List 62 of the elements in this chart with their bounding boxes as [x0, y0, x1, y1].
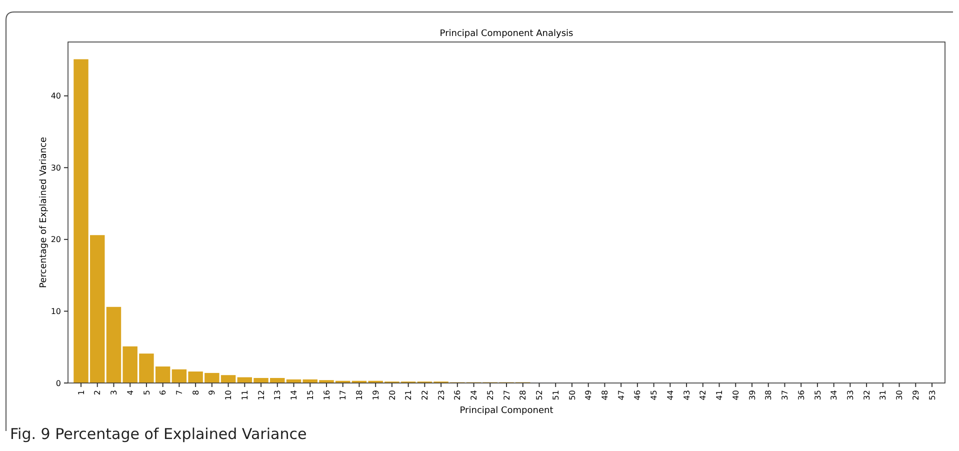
- x-tick-label: 32: [862, 390, 872, 400]
- x-axis-title: Principal Component: [460, 406, 554, 416]
- x-tick-label: 4: [126, 390, 135, 396]
- x-tick-label: 1: [76, 390, 86, 396]
- x-tick-label: 33: [846, 390, 855, 400]
- x-tick-label: 45: [650, 390, 659, 400]
- x-tick-label: 48: [600, 390, 610, 400]
- x-tick-label: 37: [780, 390, 790, 400]
- caption: Fig. 9 Percentage of Explained Variance: [10, 425, 307, 443]
- y-axis-title: Percentage of Explained Variance: [39, 136, 49, 288]
- x-tick-label: 2: [93, 390, 102, 396]
- y-tick-label: 20: [50, 235, 61, 244]
- x-tick-label: 40: [731, 390, 740, 400]
- x-tick-label: 25: [486, 390, 495, 400]
- x-tick-label: 19: [371, 390, 380, 400]
- x-tick-label: 28: [518, 390, 528, 400]
- y-tick-label: 30: [50, 163, 61, 172]
- x-tick-label: 51: [551, 390, 560, 400]
- x-tick-label: 9: [208, 390, 217, 396]
- y-tick-label: 10: [50, 307, 61, 316]
- x-tick-label: 24: [470, 390, 479, 400]
- x-tick-label: 14: [290, 390, 299, 400]
- x-tick-label: 50: [568, 390, 577, 400]
- x-tick-label: 31: [878, 390, 888, 400]
- x-tick-label: 41: [715, 390, 724, 400]
- x-tick-label: 39: [748, 390, 757, 400]
- x-tick-label: 15: [306, 390, 315, 400]
- x-tick-label: 12: [256, 390, 266, 400]
- x-tick-label: 6: [158, 390, 168, 396]
- x-tick-label: 52: [535, 390, 544, 400]
- y-tick-label: 40: [50, 92, 61, 101]
- chart-title: Principal Component Analysis: [440, 29, 574, 39]
- x-tick-label: 21: [404, 390, 414, 400]
- x-tick-label: 8: [191, 390, 200, 396]
- x-tick-label: 13: [273, 390, 282, 400]
- x-tick-label: 49: [584, 390, 594, 400]
- y-tick-label: 0: [56, 378, 61, 388]
- x-tick-label: 5: [142, 390, 152, 396]
- x-tick-label: 44: [666, 390, 675, 400]
- x-tick-label: 7: [174, 390, 184, 396]
- x-tick-label: 47: [616, 390, 626, 400]
- x-tick-label: 17: [338, 390, 348, 400]
- x-tick-label: 3: [110, 390, 119, 396]
- x-tick-label: 18: [355, 390, 364, 400]
- x-tick-label: 46: [633, 390, 642, 400]
- x-tick-label: 27: [502, 390, 512, 400]
- x-tick-label: 20: [388, 390, 397, 400]
- x-tick-label: 35: [813, 390, 822, 400]
- x-tick-label: 29: [911, 390, 920, 400]
- x-tick-label: 23: [436, 390, 446, 400]
- x-tick-label: 22: [420, 390, 430, 400]
- x-tick-label: 42: [698, 390, 708, 400]
- x-tick-label: 38: [764, 390, 774, 400]
- x-tick-label: 26: [453, 390, 462, 400]
- x-tick-label: 30: [895, 390, 904, 400]
- x-tick-label: 43: [682, 390, 692, 400]
- x-tick-label: 36: [796, 390, 806, 400]
- x-tick-label: 34: [830, 390, 839, 400]
- x-tick-label: 53: [928, 390, 937, 400]
- x-tick-label: 16: [322, 390, 332, 400]
- x-tick-label: 11: [240, 390, 250, 400]
- x-tick-label: 10: [224, 390, 234, 400]
